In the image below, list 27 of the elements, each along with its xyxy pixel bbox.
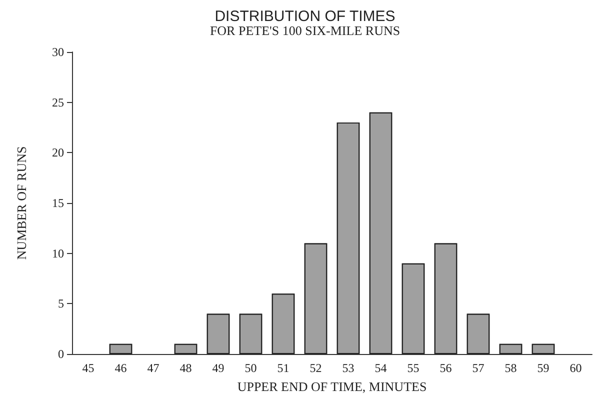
y-tick-label: 25	[52, 95, 64, 110]
x-tick-label: 59	[537, 361, 550, 375]
x-tick-label: 47	[147, 361, 160, 375]
y-tick-label: 20	[52, 146, 64, 160]
y-tick-label: 5	[58, 296, 64, 311]
chart-subtitle: FOR PETE'S 100 SIX-MILE RUNS	[210, 23, 400, 38]
y-tick-label: 0	[58, 347, 64, 361]
x-tick-label: 55	[407, 361, 420, 375]
x-tick-label: 48	[180, 361, 192, 375]
y-tick-label: 30	[52, 45, 64, 59]
x-tick-label: 53	[342, 361, 354, 375]
y-tick-label: 15	[52, 196, 64, 210]
x-tick-label: 50	[244, 361, 257, 375]
chart-title: DISTRIBUTION OF TIMES	[214, 8, 396, 25]
x-tick-label: 45	[82, 361, 94, 375]
x-tick-label: 58	[504, 361, 517, 375]
y-tick-label: 10	[52, 246, 64, 260]
y-axis-title: NUMBER OF RUNS	[14, 146, 29, 260]
x-tick-label: 57	[472, 361, 484, 375]
x-tick-label: 56	[440, 361, 452, 375]
x-axis-title: UPPER END OF TIME, MINUTES	[237, 379, 427, 394]
x-tick-label: 51	[277, 361, 290, 375]
x-tick-label: 54	[374, 361, 387, 375]
x-tick-label: 46	[114, 361, 127, 375]
x-tick-label: 52	[310, 361, 322, 375]
x-tick-label: 60	[570, 361, 582, 375]
x-tick-label: 49	[212, 361, 224, 375]
